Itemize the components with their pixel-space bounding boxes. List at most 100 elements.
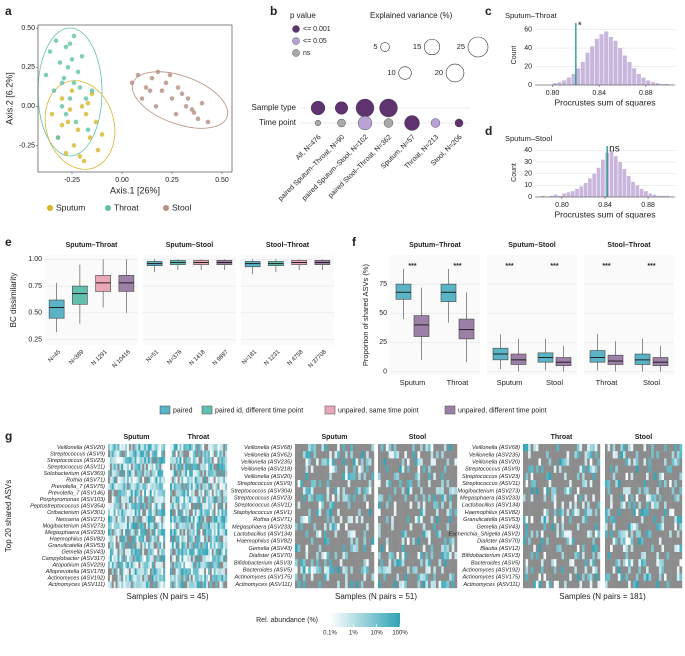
y-tick-label: 0.50 [21,25,35,32]
heatmap-cell [355,472,359,481]
heatmap-cell [326,451,330,459]
heatmap-cell [127,581,130,589]
heatmap-cell [108,574,111,582]
heatmap-cell [206,561,209,569]
legend-label: 15 [413,42,421,51]
row-label: Oribacterium (ASV301) [47,510,105,516]
heatmap-cell [134,483,137,491]
heatmap-cell [213,444,216,451]
heatmap-cell [189,444,192,451]
heatmap-cell [128,568,131,576]
heatmap-cell [525,537,529,545]
heatmap-cell [406,444,410,452]
heatmap-cell [302,501,306,509]
heatmap-cell [363,530,367,538]
heatmap-cell [666,444,670,452]
heatmap-cell [117,535,120,543]
heatmap-cell [225,535,228,543]
heatmap-cell [592,523,596,531]
heatmap-cell [121,444,124,451]
heatmap-cell [656,444,660,452]
heatmap-cell [138,502,141,510]
heatmap-cell [401,465,405,473]
heatmap-cell [149,561,152,569]
heatmap-cell [157,574,160,582]
heatmap-cell [640,580,644,589]
heatmap-cell [115,561,118,569]
heatmap-cell [321,552,325,560]
heatmap-cell [142,444,145,451]
heatmap-cell [441,552,445,560]
heatmap-cell [173,509,176,517]
heatmap-cell [430,566,434,574]
heatmap-cell [342,523,346,531]
heatmap-cell [147,502,150,510]
heatmap-cell [414,494,418,502]
heatmap-cell [171,450,174,458]
heatmap-cell [584,530,588,538]
heatmap-cell [161,502,164,510]
heatmap-cell [134,581,137,589]
heatmap-cell [525,472,529,481]
heatmap-cell [211,522,214,530]
heatmap-cell [597,458,601,466]
heatmap-cell [128,555,131,563]
heatmap-cell [147,483,150,491]
heatmap-cell [136,568,139,576]
heatmap-cell [441,465,445,473]
heatmap-cell [200,522,203,530]
heatmap-cell [412,580,416,589]
heatmap-cell [342,508,346,517]
heatmap-cell [302,566,306,574]
heatmap-cell [138,470,141,477]
heatmap-cell [540,559,544,567]
heatmap-cell [430,537,434,545]
heatmap-cell [355,580,359,589]
heatmap-cell [187,476,190,484]
heatmap-cell [183,476,186,484]
heatmap-cell [198,444,201,451]
heatmap-cell [388,559,392,567]
heatmap-cell [204,450,207,458]
heatmap-cell [211,529,214,536]
heatmap-cell [625,566,629,574]
heatmap-cell [295,537,298,545]
heatmap-cell [569,580,572,589]
heatmap-cell [147,516,150,523]
heatmap-cell [179,463,182,471]
heatmap-cell [676,487,680,495]
heatmap-cell [142,555,145,563]
heatmap-cell [446,523,450,531]
heatmap-cell [171,548,174,556]
heatmap-cell [215,457,218,464]
legend-label: 10 [387,68,395,77]
heatmap-cell [648,494,652,502]
heatmap-cell [121,529,124,536]
heatmap-cell [200,509,203,517]
heatmap-cell [523,566,526,574]
heatmap-cell [321,508,325,517]
heatmap-cell [620,580,624,589]
heatmap-cell [651,580,654,589]
heatmap-cell [535,530,539,538]
heatmap-cell [163,450,166,458]
heatmap-cell [571,508,575,517]
heatmap-cell [617,544,621,553]
heatmap-cell [525,451,529,459]
heatmap-cell [194,535,197,543]
heatmap-cell [556,472,560,481]
heatmap-cell [414,523,418,531]
heatmap-cell [671,530,675,538]
heatmap-cell [449,465,452,473]
heatmap-cell [383,516,387,524]
heatmap-cell [368,494,372,502]
heatmap-cell [404,544,408,553]
heatmap-cell [546,552,549,560]
heatmap-cell [202,529,205,536]
heatmap-cell [159,463,162,471]
heatmap-cell [528,444,531,452]
heatmap-cell [417,451,421,459]
heatmap-cell [638,573,642,581]
heatmap-cell [638,444,642,452]
facet-title: Stool–Throat [607,242,651,249]
